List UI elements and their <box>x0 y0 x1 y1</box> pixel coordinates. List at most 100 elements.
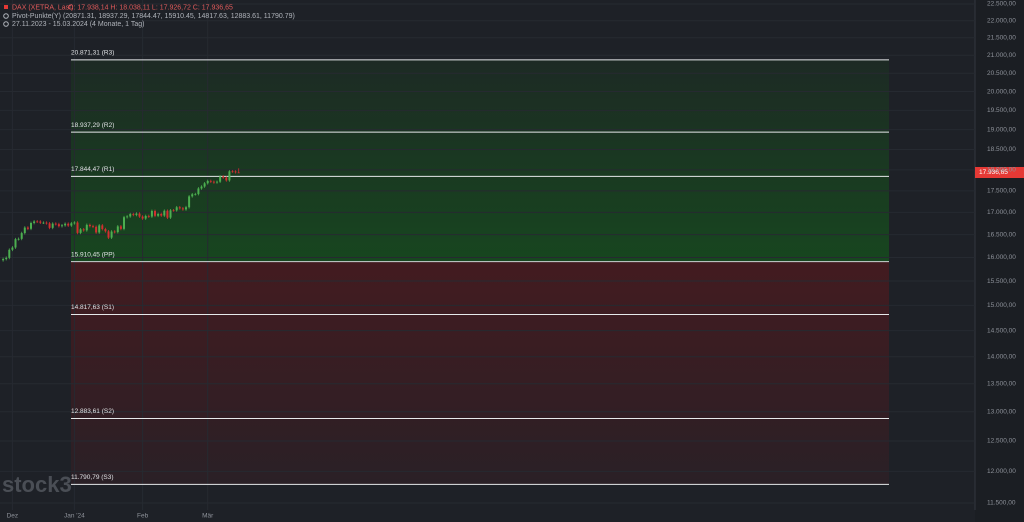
candle-body <box>150 210 153 217</box>
y-tick-label: 21.000,00 <box>987 52 1016 59</box>
y-tick-label: 20.000,00 <box>987 88 1016 95</box>
chart-title: DAX (XETRA, Last) <box>12 4 73 11</box>
candle-body <box>26 227 29 229</box>
candle-body <box>104 229 107 232</box>
candle-body <box>54 223 57 225</box>
indicator-icon <box>3 13 9 19</box>
pivot-label: 12.883,61 (S2) <box>71 408 114 415</box>
candle-body <box>188 196 191 208</box>
x-tick-label: Feb <box>137 513 149 520</box>
y-tick-label: 11.500,00 <box>987 500 1016 507</box>
y-tick-label: 22.000,00 <box>987 17 1016 24</box>
candle-body <box>178 207 181 209</box>
support-zone <box>71 261 889 485</box>
candle-body <box>116 226 119 233</box>
candle-body <box>209 180 212 182</box>
x-tick-label: Mär <box>202 513 214 520</box>
y-tick-label: 17.500,00 <box>987 188 1016 195</box>
candle-body <box>20 233 23 239</box>
y-tick-label: 13.500,00 <box>987 380 1016 387</box>
price-axis-area <box>975 0 1024 522</box>
y-tick-label: 21.500,00 <box>987 35 1016 42</box>
watermark: stock3 <box>2 472 72 497</box>
y-tick-label: 15.500,00 <box>987 278 1016 285</box>
candle-body <box>51 223 54 228</box>
last-price-box <box>975 167 1024 179</box>
candle-body <box>237 172 240 174</box>
candle-body <box>169 210 172 218</box>
candle-body <box>79 229 82 233</box>
y-tick-label: 14.500,00 <box>987 327 1016 334</box>
resistance-zone <box>71 59 889 262</box>
y-tick-label: 13.000,00 <box>987 409 1016 416</box>
y-tick-label: 16.500,00 <box>987 231 1016 238</box>
candle-body <box>23 227 26 234</box>
y-tick-label: 16.000,00 <box>987 254 1016 261</box>
y-tick-label: 12.500,00 <box>987 438 1016 445</box>
pivot-zones <box>71 59 889 485</box>
y-tick-label: 19.000,00 <box>987 126 1016 133</box>
candle-body <box>85 224 88 231</box>
candle-body <box>197 188 200 195</box>
candle-body <box>82 229 85 231</box>
candle-body <box>64 223 67 226</box>
candle-body <box>92 226 95 227</box>
candle-body <box>154 210 157 216</box>
candle-body <box>216 181 219 183</box>
candle-body <box>42 222 45 224</box>
candle-body <box>212 181 215 183</box>
candle-body <box>107 231 110 238</box>
candle-body <box>163 210 166 216</box>
grid <box>0 0 975 510</box>
candle-body <box>225 177 228 181</box>
candle-body <box>101 225 104 230</box>
indicator-legend: Pivot-Punkte(Y) (20871.31, 18937.29, 178… <box>12 13 295 20</box>
y-tick-label: 15.000,00 <box>987 302 1016 309</box>
candle-body <box>36 221 39 223</box>
candle-body <box>45 222 48 224</box>
candle-body <box>126 216 129 218</box>
pivot-label: 14.817,63 (S1) <box>71 304 114 311</box>
candle-body <box>172 210 175 212</box>
candle-body <box>234 171 237 173</box>
x-tick-label: Dez <box>7 513 19 520</box>
y-tick-label: 18.500,00 <box>987 146 1016 153</box>
candle-body <box>57 224 60 227</box>
y-tick-label: 14.000,00 <box>987 353 1016 360</box>
candle-body <box>61 225 64 227</box>
candle-body <box>67 223 70 226</box>
pivot-label: 15.910,45 (PP) <box>71 251 115 258</box>
candle-body <box>222 176 225 178</box>
candle-body <box>39 221 42 223</box>
candle-body <box>76 222 79 233</box>
candle-body <box>138 213 141 217</box>
candle-body <box>185 207 188 210</box>
plot: 20.871,31 (R3) 18.937,29 (R2) 17.844,47 (R… <box>2 50 1024 485</box>
candle-body <box>14 239 17 248</box>
candle-body <box>119 226 122 229</box>
pivot-label: 11.790,79 (S3) <box>71 474 114 481</box>
pivot-label: 17.844,47 (R1) <box>71 166 114 173</box>
candle-body <box>166 210 169 218</box>
candle-body <box>194 194 197 195</box>
candle-body <box>88 224 91 227</box>
y-tick-label: 20.500,00 <box>987 70 1016 77</box>
candle-body <box>5 257 8 260</box>
clock-icon <box>3 21 9 27</box>
last-price-label: 17.936,65 <box>979 169 1008 176</box>
x-tick-label: Jan '24 <box>64 513 85 520</box>
y-tick-label: 17.000,00 <box>987 209 1016 216</box>
candle-body <box>147 215 150 217</box>
candle-body <box>181 208 184 210</box>
candle-body <box>206 180 209 184</box>
candle-body <box>129 214 132 217</box>
candle-body <box>11 247 14 250</box>
candle-body <box>30 222 33 229</box>
candle-body <box>110 231 113 238</box>
candle-body <box>228 171 231 181</box>
instrument-icon <box>4 5 8 9</box>
candle-body <box>203 183 206 187</box>
candle-body <box>141 216 144 219</box>
